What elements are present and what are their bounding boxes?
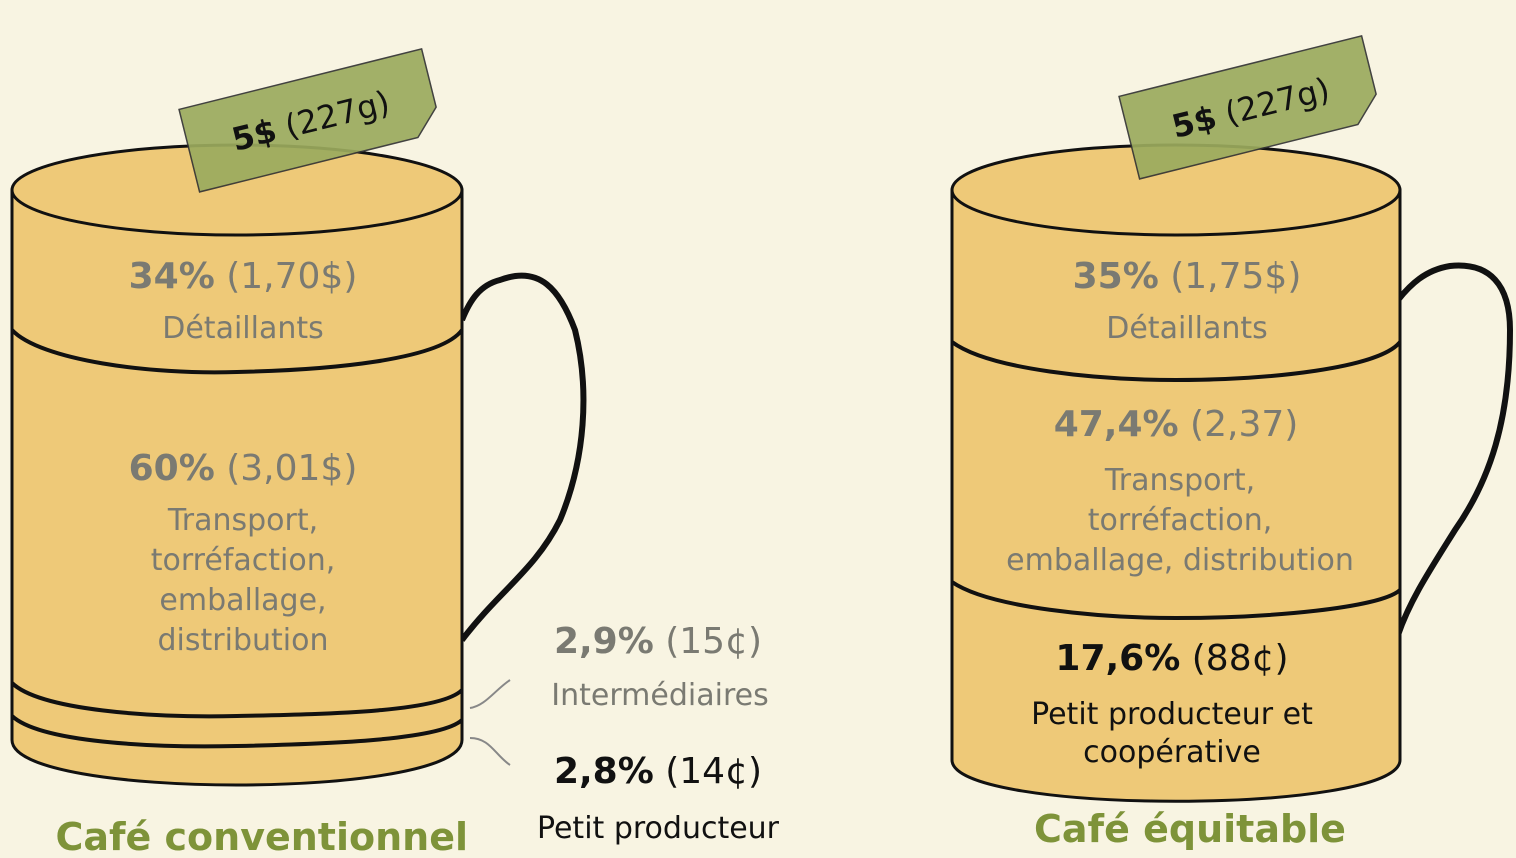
percent: 2,8%	[554, 751, 654, 792]
infographic: 5$ (227g) 34% (1,70$) Détaillants 60% (3…	[0, 0, 1516, 858]
amount: (1,70$)	[226, 256, 357, 297]
segment-value: 60% (3,01$)	[129, 448, 358, 489]
percent: 47,4%	[1054, 404, 1179, 445]
segment-label: Détaillants	[162, 311, 324, 346]
mug-title: Café équitable	[1034, 807, 1346, 851]
percent: 17,6%	[1055, 638, 1180, 679]
mug-title: Café conventionnel	[55, 815, 468, 858]
amount: (1,75$)	[1170, 256, 1301, 297]
segment-value: 2,8% (14¢)	[554, 751, 762, 792]
segment-value: 2,9% (15¢)	[554, 621, 762, 662]
segment-label: Intermédiaires	[551, 678, 768, 713]
percent: 34%	[129, 256, 215, 297]
segment-label: emballage,	[159, 583, 326, 618]
percent: 60%	[129, 448, 215, 489]
percent: 35%	[1073, 256, 1159, 297]
segment-label: Petit producteur et	[1031, 697, 1313, 732]
segment-value: 35% (1,75$)	[1073, 256, 1302, 297]
amount: (15¢)	[665, 621, 762, 662]
segment-label: Transport,	[1104, 463, 1255, 498]
segment-value: 47,4% (2,37)	[1054, 404, 1299, 445]
amount: (14¢)	[665, 751, 762, 792]
segment-value: 34% (1,70$)	[129, 256, 358, 297]
amount: (88¢)	[1192, 638, 1289, 679]
segment-label: Petit producteur	[537, 811, 780, 846]
segment-label: torréfaction,	[151, 543, 336, 578]
segment-value: 17,6% (88¢)	[1055, 638, 1288, 679]
page: 5$ (227g) 34% (1,70$) Détaillants 60% (3…	[0, 0, 1516, 858]
segment-label: Détaillants	[1106, 311, 1268, 346]
amount: (3,01$)	[226, 448, 357, 489]
amount: (2,37)	[1190, 404, 1298, 445]
percent: 2,9%	[554, 621, 654, 662]
segment-label: torréfaction,	[1088, 503, 1273, 538]
segment-label: coopérative	[1083, 735, 1261, 770]
segment-label: Transport,	[167, 503, 318, 538]
segment-label: emballage, distribution	[1006, 543, 1354, 578]
segment-label: distribution	[158, 623, 329, 658]
